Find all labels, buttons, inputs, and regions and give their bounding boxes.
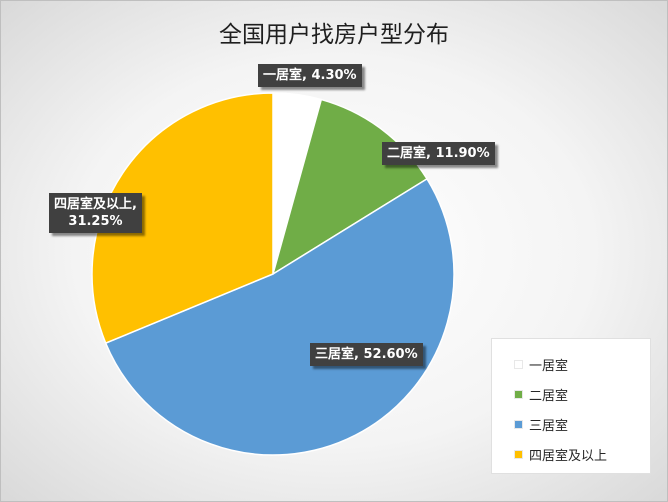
legend: 一居室 二居室 三居室 四居室及以上 (491, 338, 651, 474)
legend-swatch-4br-plus (514, 449, 523, 459)
chart-title: 全国用户找房户型分布 (219, 22, 449, 48)
legend-item-2br: 二居室 (514, 379, 650, 409)
data-label-2br: 二居室, 11.90% (382, 142, 495, 165)
legend-label-4br-plus: 四居室及以上 (529, 448, 608, 464)
pie-slice-3br (104, 177, 455, 456)
legend-label-2br: 二居室 (529, 388, 569, 404)
data-label-1br: 一居室, 4.30% (258, 64, 362, 87)
legend-swatch-3br (514, 419, 523, 429)
legend-swatch-1br (514, 359, 523, 369)
legend-item-1br: 一居室 (514, 349, 650, 379)
legend-item-3br: 三居室 (514, 409, 650, 439)
legend-label-1br: 一居室 (529, 358, 569, 374)
legend-item-4br-plus: 四居室及以上 (514, 439, 650, 469)
legend-label-3br: 三居室 (529, 418, 569, 434)
legend-swatch-2br (514, 389, 523, 399)
data-label-4br-plus: 四居室及以上, 31.25% (49, 193, 142, 233)
data-label-3br: 三居室, 52.60% (310, 343, 423, 366)
pie-slice-4br-plus (91, 92, 274, 345)
